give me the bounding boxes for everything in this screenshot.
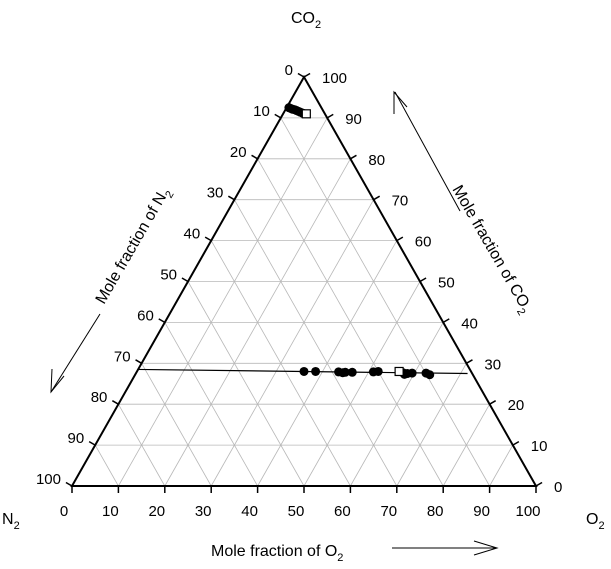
tick-label-left: 70 [114,348,131,365]
tick-label-left: 20 [230,144,247,161]
tick-label-right: 20 [508,397,525,414]
grid-line-o2 [210,199,374,487]
vertex-label-left: N2 [2,511,20,532]
data-point [347,367,357,377]
tick-label-right: 70 [392,193,409,210]
tick-left [297,72,305,78]
tick-label-left: 0 [285,62,293,79]
tick-label-bottom: 90 [473,503,490,520]
data-point-square [394,366,404,377]
data-point [311,366,321,376]
tick-label-right: 90 [345,111,362,128]
axis-title-left: Mole fraction of N2 [93,185,177,309]
tick-label-bottom: 10 [102,503,119,520]
tick-label-bottom: 70 [380,503,397,520]
tick-label-bottom: 40 [241,503,258,520]
tick-right [350,154,357,160]
data-point [373,366,383,376]
tick-label-bottom: 30 [195,503,212,520]
tick-label-right: 50 [438,275,455,292]
tick-right [326,113,334,119]
tick-right [373,195,381,201]
tick-label-left: 10 [253,103,270,120]
tick-label-left: 80 [91,389,108,406]
tick-right [303,72,311,78]
arrow-left [50,313,101,394]
tick-marks [65,72,543,493]
grid-line-n2 [280,117,490,487]
tick-left [65,481,73,487]
tick-label-right: 30 [484,356,501,373]
tick-right [535,481,543,487]
tick-right [466,359,473,364]
grid-line-n2 [187,281,305,487]
grid-line-n2 [118,404,166,487]
tick-left [135,359,142,364]
tick-left [251,154,258,160]
grid-line-n2 [94,444,119,487]
tick-label-left: 30 [207,185,224,202]
grid-line-o2 [303,281,421,487]
axis-title-bottom: Mole fraction of O2 [211,543,343,564]
tick-left [111,400,119,405]
data-point [340,367,350,377]
tick-label-bottom: 60 [334,503,351,520]
tick-left [181,277,189,283]
data-point-square [301,109,311,119]
data-point [407,368,417,378]
grid [94,117,514,487]
tick-label-right: 10 [531,438,548,455]
tick-label-right: 40 [461,315,478,332]
tick-right [396,236,404,242]
tick-left [227,195,235,201]
tick-left [204,236,212,242]
tick-label-right: 0 [554,479,562,496]
axis-title-right: Mole fraction of CO2 [445,183,535,318]
tick-label-left: 100 [36,471,61,488]
tick-label-right: 100 [322,70,347,87]
tick-left [158,318,166,324]
tick-right [419,277,427,283]
grid-line-n2 [234,199,398,487]
tick-right [489,400,497,405]
data-point [425,370,435,380]
grid-line-o2 [350,322,444,487]
tick-label-bottom: 20 [148,503,165,520]
tick-label-left: 40 [184,226,201,243]
grid-line-n2 [141,363,212,487]
tick-label-left: 50 [160,267,177,284]
grid-line-o2 [489,444,514,487]
arrow-bottom [392,540,499,556]
grid-line-o2 [396,363,467,487]
tick-labels: 0 10 20 30 40 50 60 70 80 90 100010203040506070809… [36,62,562,520]
tick-label-right: 60 [415,234,432,251]
tick-left [88,440,96,446]
data-point [299,366,309,376]
tick-label-bottom: 0 [60,503,68,520]
tick-label-bottom: 50 [288,503,305,520]
data-points [284,103,435,380]
tick-label-left: 60 [137,307,154,324]
tick-label-bottom: 100 [515,503,540,520]
tick-left [274,113,282,119]
tick-right [442,318,450,324]
vertex-label-top: CO2 [291,10,321,31]
grid-line-n2 [164,322,258,487]
arrow-right [393,90,461,212]
tick-label-left: 90 [68,430,85,447]
vertex-label-right: O2 [586,511,605,532]
grid-line-o2 [118,117,328,487]
tick-label-right: 80 [368,152,385,169]
tick-right [512,440,520,446]
tick-label-bottom: 80 [427,503,444,520]
grid-line-o2 [442,404,490,487]
